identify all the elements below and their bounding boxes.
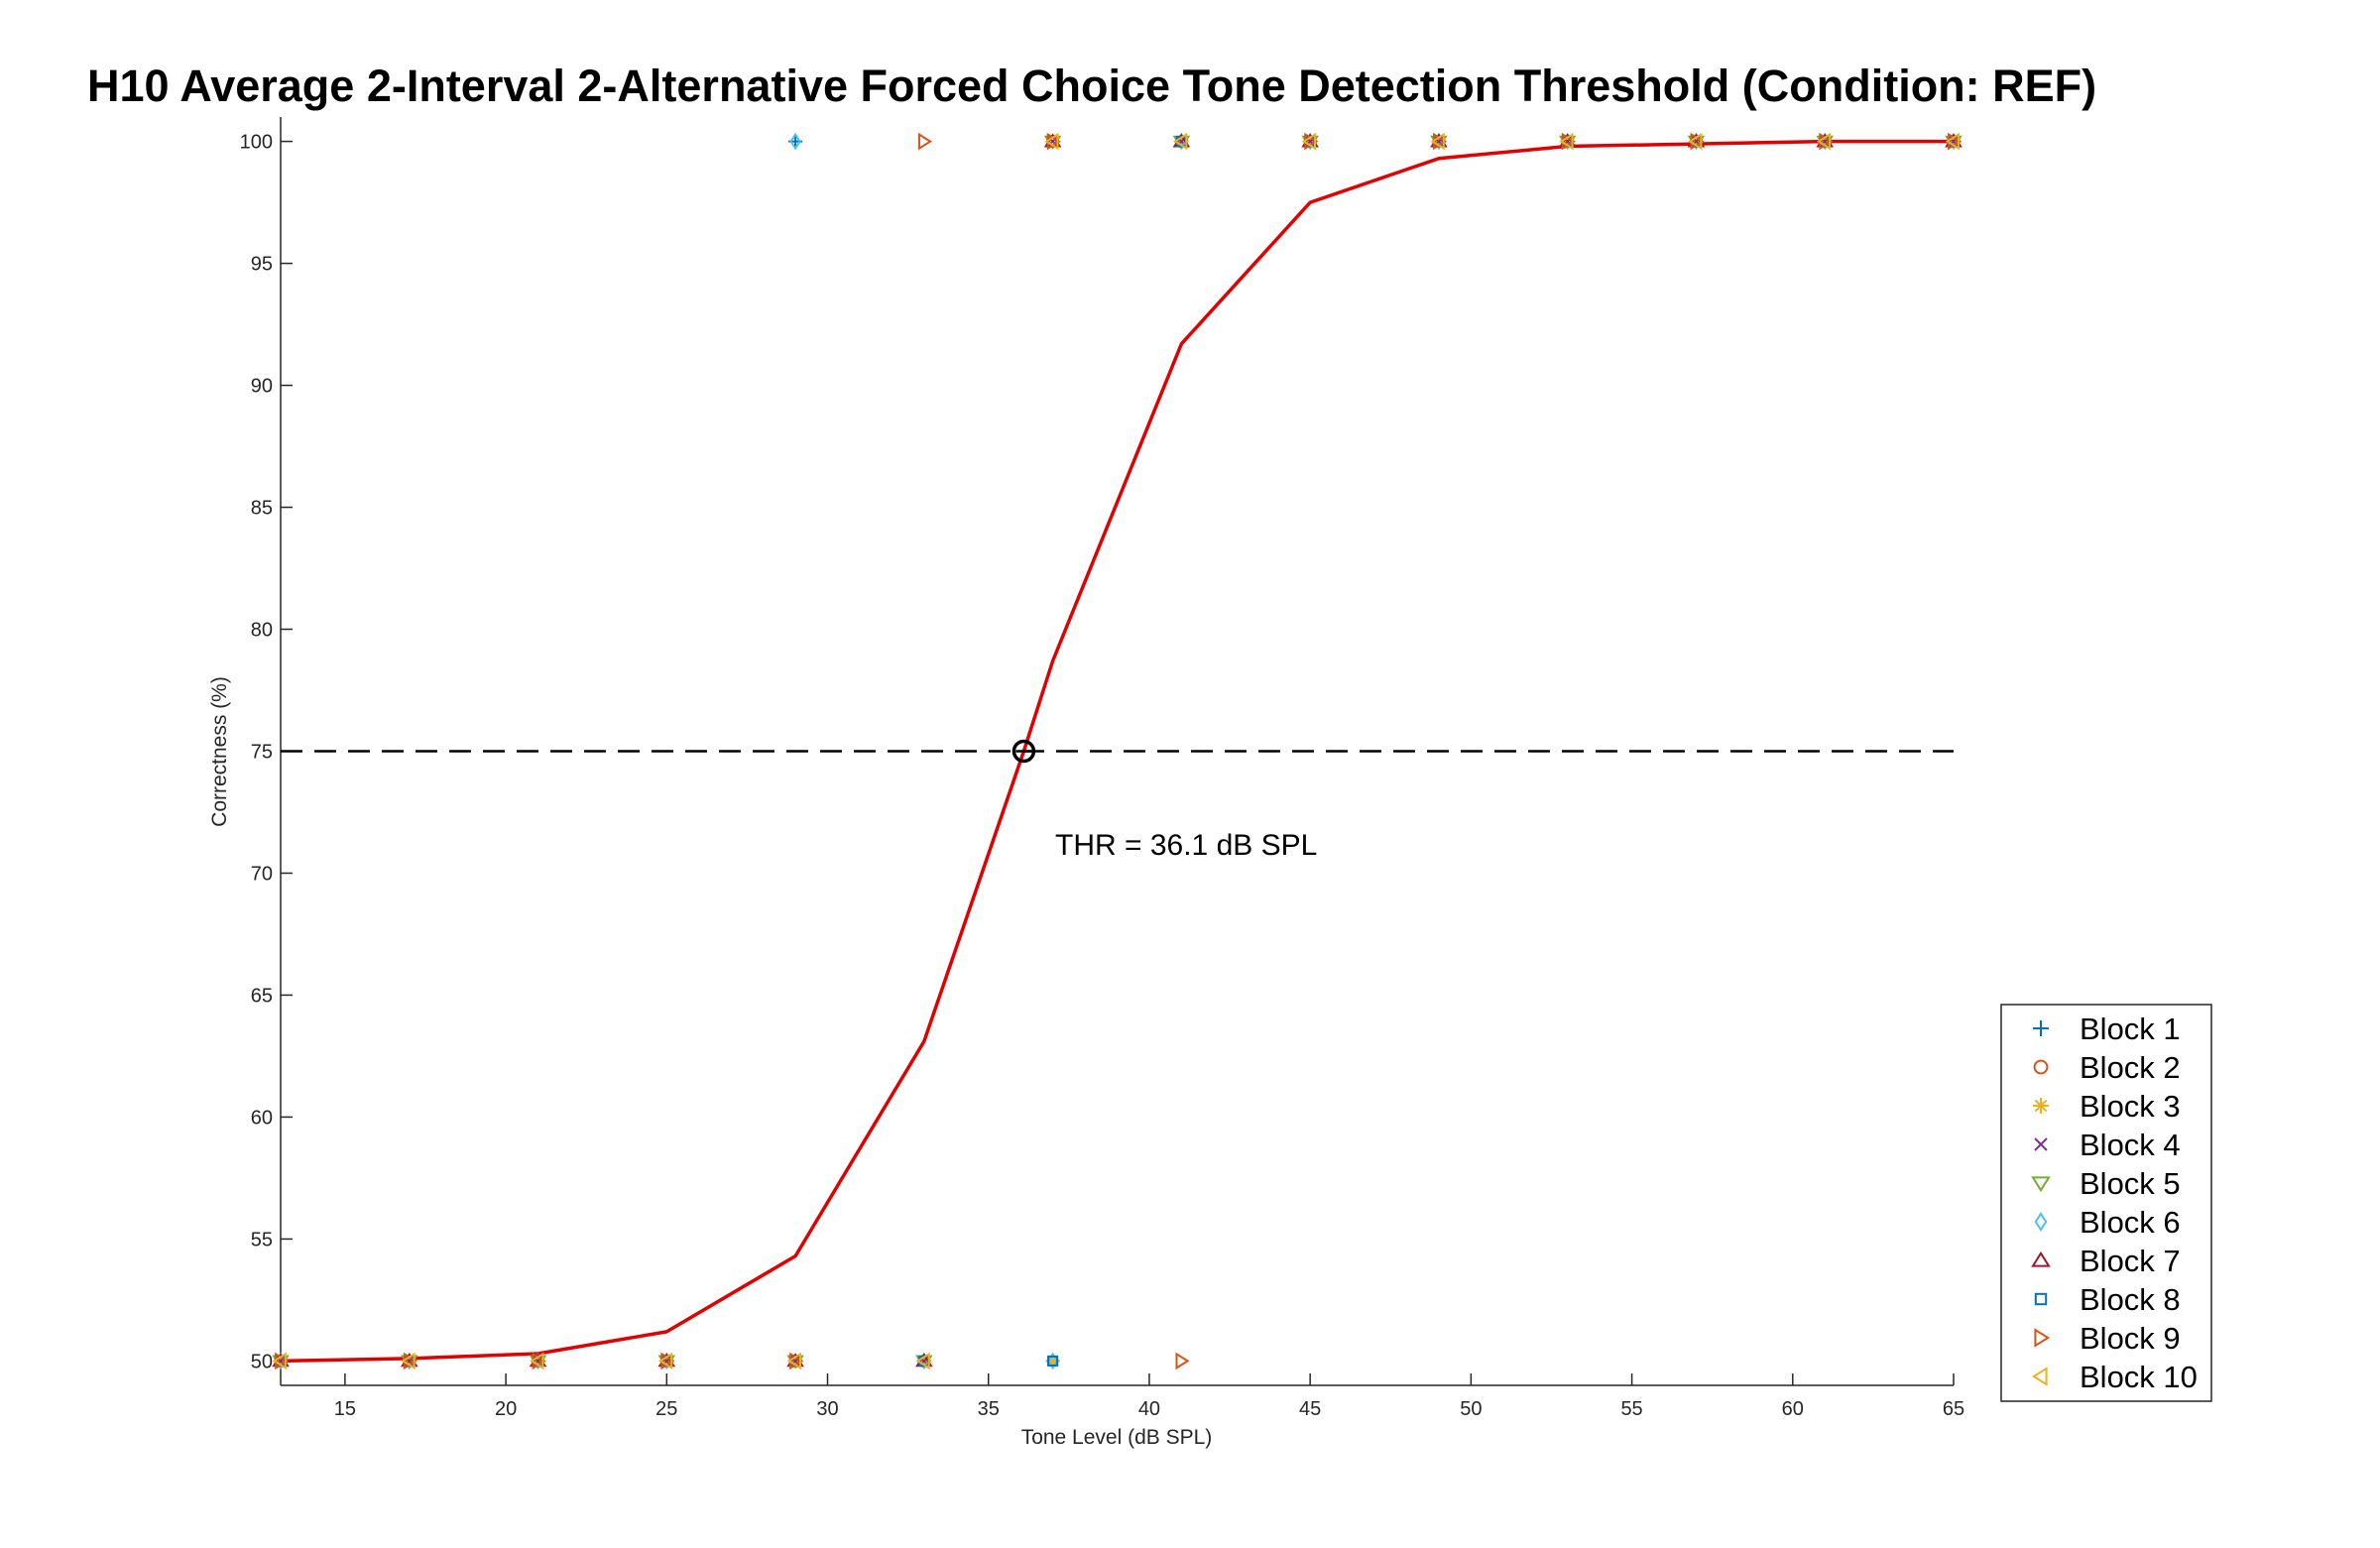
data-point (403, 1355, 416, 1368)
legend-label: Block 7 (2080, 1244, 2181, 1278)
x-tick-label: 45 (1299, 1398, 1321, 1420)
legend-marker (2031, 1250, 2051, 1267)
data-point (530, 1352, 544, 1370)
data-point (1945, 132, 1960, 151)
data-point (658, 1352, 673, 1370)
data-point (1817, 132, 1832, 151)
data-point (401, 1352, 416, 1370)
legend-label: Block 6 (2080, 1205, 2181, 1240)
legend-label: Block 3 (2080, 1089, 2181, 1124)
data-point (1046, 135, 1059, 148)
data-point (1046, 1352, 1059, 1370)
legend-marker (2034, 1137, 2048, 1151)
legend-label: Block 2 (2080, 1050, 2181, 1085)
x-tick-label: 25 (655, 1398, 677, 1420)
data-point (1175, 135, 1188, 148)
legend-marker (2034, 1328, 2051, 1348)
series-10 (272, 132, 1960, 1370)
x-axis-label: Tone Level (dB SPL) (1021, 1426, 1213, 1449)
data-point (789, 132, 801, 151)
data-point (660, 1355, 673, 1368)
data-point (1559, 132, 1574, 151)
x-tick-label: 30 (816, 1398, 838, 1420)
data-point (1173, 132, 1188, 151)
legend-label: Block 9 (2080, 1321, 2181, 1356)
legend-label: Block 1 (2080, 1012, 2181, 1046)
x-tick-label: 60 (1782, 1398, 1804, 1420)
data-points-layer (272, 132, 1963, 1370)
legend-marker (2033, 1098, 2049, 1114)
data-point (786, 1352, 801, 1370)
x-tick-label: 40 (1138, 1398, 1160, 1420)
x-tick-label: 15 (334, 1398, 356, 1420)
data-point (1304, 135, 1317, 148)
series-4 (275, 135, 1960, 1368)
data-point (1301, 132, 1317, 151)
y-tick-label: 90 (251, 376, 273, 398)
data-point (532, 1355, 544, 1368)
legend-marker (2034, 1292, 2048, 1306)
y-tick-label: 95 (251, 254, 273, 276)
y-tick-label: 60 (251, 1107, 273, 1129)
x-tick-label: 20 (495, 1398, 517, 1420)
legend-label: Block 5 (2080, 1166, 2181, 1201)
data-point (1432, 135, 1445, 148)
data-point (1688, 132, 1703, 151)
y-tick-label: 75 (251, 742, 273, 764)
legend-marker (2033, 1020, 2049, 1036)
data-point (1561, 135, 1574, 148)
legend-label: Block 8 (2080, 1282, 2181, 1317)
y-axis-label: Correctness (%) (208, 676, 231, 827)
legend-marker (2031, 1176, 2051, 1193)
data-point (915, 1352, 930, 1370)
fit-curve (280, 139, 1954, 1364)
y-tick-label: 85 (251, 498, 273, 520)
data-point (275, 1355, 287, 1368)
axes: 15 20 25 30 35 40 45 50 55 60 65 50 55 60 65 70 75 80 85 90… (240, 117, 1964, 1420)
x-tick-label: 50 (1460, 1398, 1482, 1420)
y-tick-label: 80 (251, 620, 273, 642)
data-point (1045, 1354, 1060, 1369)
x-tick-label: 65 (1943, 1398, 1964, 1420)
data-point (917, 1355, 930, 1368)
data-point (917, 132, 933, 151)
data-point (272, 1352, 287, 1370)
legend-label: Block 10 (2080, 1360, 2198, 1394)
legend-label: Block 4 (2080, 1128, 2181, 1162)
legend-marker (2034, 1212, 2048, 1232)
data-point (1430, 132, 1445, 151)
data-point (1044, 132, 1059, 151)
y-tick-label: 65 (251, 985, 273, 1007)
legend-marker (2031, 1367, 2048, 1386)
data-point (1175, 1352, 1190, 1370)
y-tick-label: 70 (251, 863, 273, 885)
legend: Block 1 Block 2 Block 3 Block 4 Block 5 Block… (2000, 1004, 2212, 1402)
data-point (789, 1355, 802, 1368)
y-tick-label: 100 (240, 132, 273, 154)
x-tick-label: 55 (1620, 1398, 1642, 1420)
data-point (1948, 135, 1960, 148)
threshold-point (1012, 739, 1036, 764)
threshold-annotation: THR = 36.1 dB SPL (1055, 829, 1317, 862)
data-point (1047, 1355, 1059, 1367)
x-tick-label: 35 (978, 1398, 1000, 1420)
y-tick-label: 50 (251, 1351, 273, 1372)
fit-curve-layer (280, 139, 1954, 1364)
data-point (1690, 135, 1703, 148)
data-point (1819, 135, 1832, 148)
legend-marker (2033, 1059, 2049, 1075)
chart-title: H10 Average 2-Interval 2-Alternative For… (87, 60, 2096, 111)
y-tick-label: 55 (251, 1229, 273, 1250)
